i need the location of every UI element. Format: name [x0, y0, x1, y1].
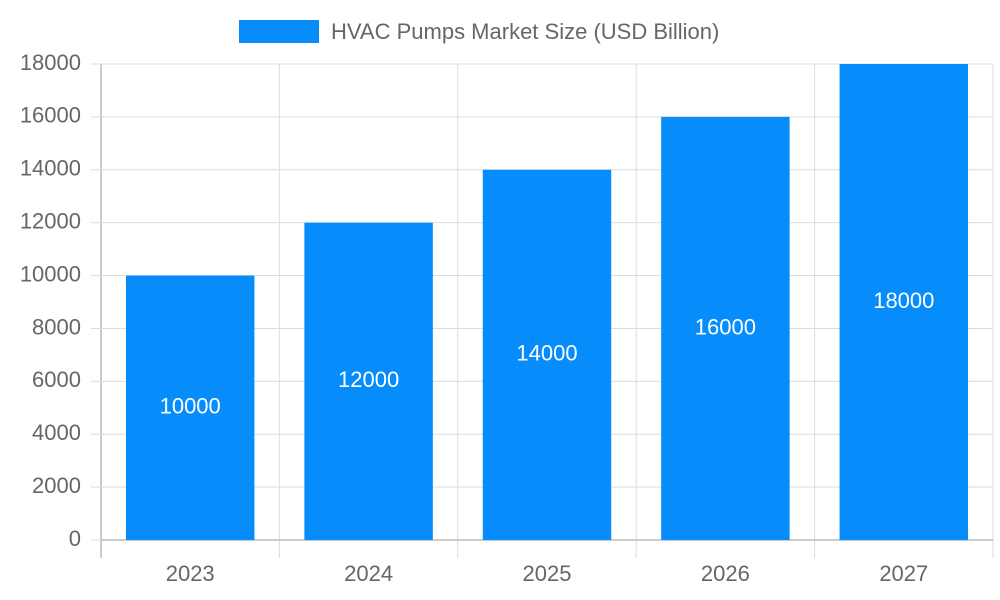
legend-swatch	[239, 20, 319, 43]
y-tick-label: 6000	[32, 367, 81, 392]
y-tick-label: 10000	[20, 261, 81, 286]
y-tick-label: 0	[69, 526, 81, 551]
bar	[304, 222, 433, 540]
data-label: 12000	[338, 367, 399, 392]
data-label: 14000	[516, 341, 577, 366]
y-tick-label: 4000	[32, 420, 81, 445]
x-tick-label: 2023	[166, 561, 215, 586]
y-tick-label: 2000	[32, 473, 81, 498]
data-label: 10000	[160, 394, 221, 419]
y-tick-label: 14000	[20, 156, 81, 181]
data-label: 16000	[695, 314, 756, 339]
x-tick-label: 2025	[523, 561, 572, 586]
y-tick-label: 12000	[20, 208, 81, 233]
bar	[125, 275, 255, 540]
y-tick-label: 18000	[20, 50, 81, 75]
legend-label: HVAC Pumps Market Size (USD Billion)	[331, 19, 719, 44]
x-tick-label: 2026	[701, 561, 750, 586]
bar	[661, 116, 790, 540]
bar	[839, 64, 969, 540]
bar	[482, 169, 612, 540]
x-tick-label: 2027	[879, 561, 928, 586]
x-tick-label: 2024	[344, 561, 393, 586]
y-tick-label: 8000	[32, 314, 81, 339]
data-label: 18000	[873, 288, 934, 313]
y-tick-label: 16000	[20, 103, 81, 128]
